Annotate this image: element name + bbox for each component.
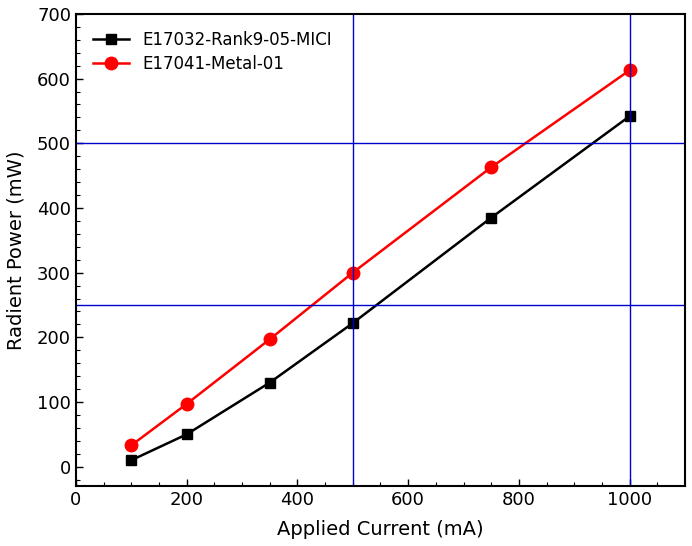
E17041-Metal-01	[487, 164, 495, 170]
E17041-Metal-01	[626, 67, 634, 74]
Line: E17041-Metal-01: E17041-Metal-01	[125, 64, 636, 452]
E17032-Rank9-05-MICI	[626, 113, 634, 120]
E17032-Rank9-05-MICI	[487, 215, 495, 221]
E17041-Metal-01	[266, 336, 274, 342]
Legend: E17032-Rank9-05-MICI, E17041-Metal-01: E17032-Rank9-05-MICI, E17041-Metal-01	[84, 22, 340, 81]
E17032-Rank9-05-MICI	[183, 431, 191, 437]
Line: E17032-Rank9-05-MICI: E17032-Rank9-05-MICI	[127, 111, 635, 465]
E17032-Rank9-05-MICI	[127, 457, 136, 464]
E17041-Metal-01	[349, 269, 357, 276]
E17041-Metal-01	[127, 442, 136, 449]
E17041-Metal-01	[183, 401, 191, 407]
X-axis label: Applied Current (mA): Applied Current (mA)	[277, 520, 484, 539]
E17032-Rank9-05-MICI	[266, 379, 274, 386]
Y-axis label: Radient Power (mW): Radient Power (mW)	[7, 150, 26, 350]
E17032-Rank9-05-MICI	[349, 320, 357, 327]
